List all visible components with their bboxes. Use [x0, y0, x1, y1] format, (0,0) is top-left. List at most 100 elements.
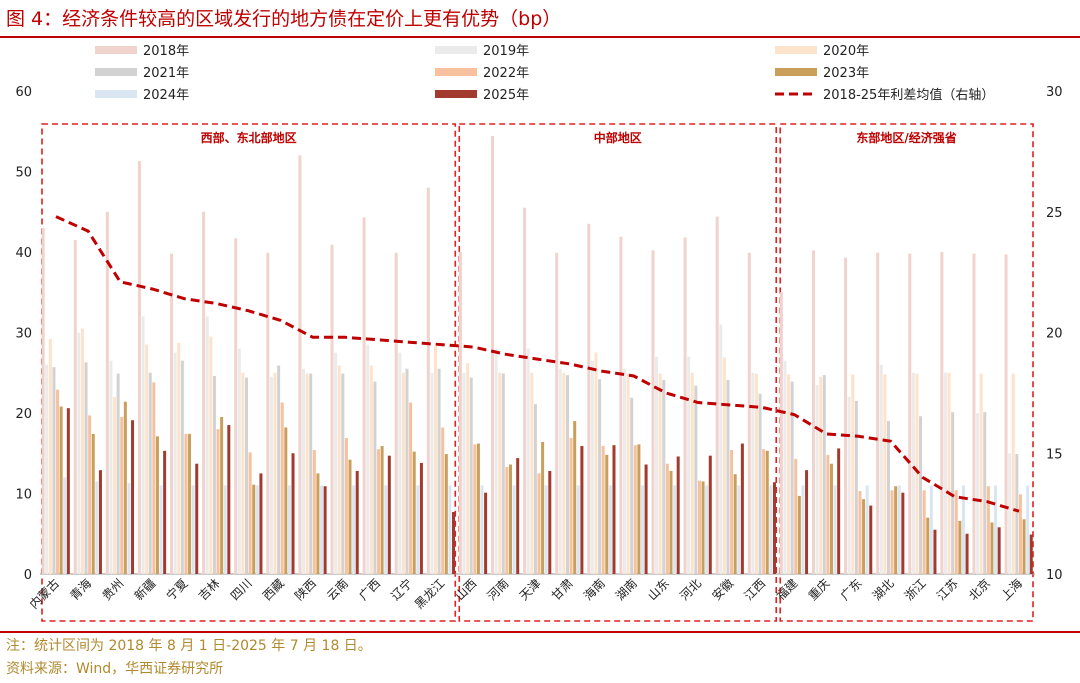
bar-2020年-北京: [979, 373, 983, 574]
bar-2018年-福建: [779, 292, 783, 574]
x-tick-label: 宁夏: [163, 576, 191, 604]
bar-2019年-上海: [1008, 453, 1012, 574]
x-tick-label: 西藏: [260, 576, 287, 603]
bar-2019年-四川: [237, 348, 241, 574]
y-right-tick: 15: [1046, 447, 1063, 462]
legend-label-2023年: 2023年: [823, 66, 869, 81]
bar-2025年-福建: [805, 470, 809, 574]
bar-2023年-宁夏: [188, 433, 192, 574]
bar-2024年-海南: [608, 485, 612, 574]
bar-2020年-云南: [337, 365, 341, 574]
region-box-1: [458, 123, 778, 622]
bar-2022年-贵州: [120, 417, 124, 574]
bar-2018年-江西: [747, 252, 751, 574]
bar-2022年-上海: [1018, 494, 1022, 574]
x-tick-label: 湖北: [869, 576, 897, 604]
y-right-tick: 30: [1046, 85, 1063, 100]
bar-2021年-贵州: [116, 373, 120, 574]
bar-2022年-宁夏: [184, 433, 188, 574]
bar-2021年-江苏: [951, 412, 955, 574]
bar-2025年-青海: [98, 470, 102, 574]
y-left-tick: 20: [15, 407, 32, 422]
legend-swatch-2023年: [775, 68, 817, 76]
bar-2020年-黑龙江: [434, 346, 438, 574]
bar-2021年-浙江: [919, 416, 923, 574]
legend-label-2025年: 2025年: [483, 88, 529, 103]
bar-2018年-云南: [330, 244, 334, 574]
bar-2024年-江苏: [961, 485, 965, 574]
bar-2020年-安徽: [722, 357, 726, 574]
bar-2023年-四川: [252, 484, 256, 574]
bar-2018年-北京: [972, 253, 976, 575]
bar-2024年-安徽: [737, 485, 741, 574]
x-tick-label: 河北: [677, 576, 704, 603]
legend-swatch-2022年: [435, 68, 477, 76]
bar-2022年-陕西: [312, 450, 316, 574]
legend: 2018年 2019年 2020年 2021年 2022年 2023年 2024年 2025年…: [95, 44, 994, 103]
bar-2020年-贵州: [113, 396, 117, 574]
bar-2021年-陕西: [309, 373, 313, 574]
x-tick-label: 新疆: [131, 576, 159, 604]
line-series: [55, 215, 1020, 513]
x-tick-label: 广东: [838, 576, 865, 603]
bar-2023年-江苏: [958, 520, 962, 574]
bar-2025年-河北: [708, 455, 712, 574]
x-tick-label: 贵州: [99, 576, 126, 603]
x-tick-label: 山西: [453, 576, 480, 603]
bar-2023年-北京: [990, 522, 994, 574]
bar-2021年-山东: [662, 380, 666, 574]
bar-2025年-安徽: [740, 443, 744, 574]
bar-2020年-陕西: [305, 373, 309, 574]
bar-2025年-天津: [548, 470, 552, 574]
bar-2021年-黑龙江: [437, 368, 441, 574]
bar-2020年-河南: [498, 372, 502, 574]
bar-2024年-四川: [255, 485, 259, 574]
bar-2023年-海南: [605, 454, 609, 574]
y-left-tick: 0: [24, 568, 32, 583]
region-label-0: 西部、东北部地区: [201, 130, 297, 145]
bar-2021年-云南: [341, 373, 345, 574]
bar-2025年-重庆: [837, 448, 841, 574]
bar-2025年-江苏: [965, 533, 969, 574]
bar-2019年-河北: [687, 356, 691, 574]
bar-2021年-重庆: [822, 375, 826, 574]
bar-2023年-贵州: [123, 401, 127, 574]
bar-2024年-河南: [512, 485, 516, 574]
bar-2024年-陕西: [320, 485, 324, 574]
bar-2019年-广东: [847, 396, 851, 574]
bar-2025年-山西: [484, 492, 488, 574]
bar-2019年-湖南: [622, 368, 626, 574]
bar-2025年-云南: [355, 470, 359, 574]
bar-2019年-西藏: [269, 376, 273, 574]
legend-swatch-2018年: [95, 46, 137, 54]
bar-2022年-云南: [344, 437, 348, 574]
bar-2025年-广西: [387, 455, 391, 574]
bar-2019年-云南: [334, 352, 338, 575]
bar-2019年-湖北: [879, 364, 883, 574]
y-left-tick: 10: [15, 488, 32, 503]
bar-2020年-山东: [658, 373, 662, 574]
legend-swatch-2019年: [435, 46, 477, 54]
chart-source: 资料来源：Wind，华西证券研究所: [6, 661, 224, 677]
bar-2021年-河南: [501, 373, 505, 574]
y-left-tick: 40: [15, 246, 32, 261]
bar-2024年-贵州: [127, 483, 131, 574]
bar-2023年-广东: [862, 499, 866, 574]
bar-2024年-湖北: [897, 485, 901, 574]
bar-2024年-青海: [95, 481, 99, 574]
legend-label-2020年: 2020年: [823, 44, 869, 59]
bar-2023年-陕西: [316, 473, 320, 575]
bar-2019年-新疆: [141, 316, 145, 574]
bar-2022年-重庆: [826, 454, 830, 574]
x-tick-label: 上海: [997, 576, 1025, 604]
bar-2021年-甘肃: [566, 375, 569, 574]
y-right-tick: 25: [1046, 206, 1063, 221]
bar-2019年-天津: [526, 348, 530, 574]
bar-2023年-上海: [1022, 519, 1026, 574]
bar-2025年-广东: [869, 505, 873, 574]
line-spread-average: [55, 215, 1020, 513]
bar-2019年-山西: [462, 372, 466, 574]
bar-2022年-河南: [505, 466, 509, 574]
bar-2019年-陕西: [302, 368, 306, 574]
bar-2024年-福建: [801, 485, 805, 574]
